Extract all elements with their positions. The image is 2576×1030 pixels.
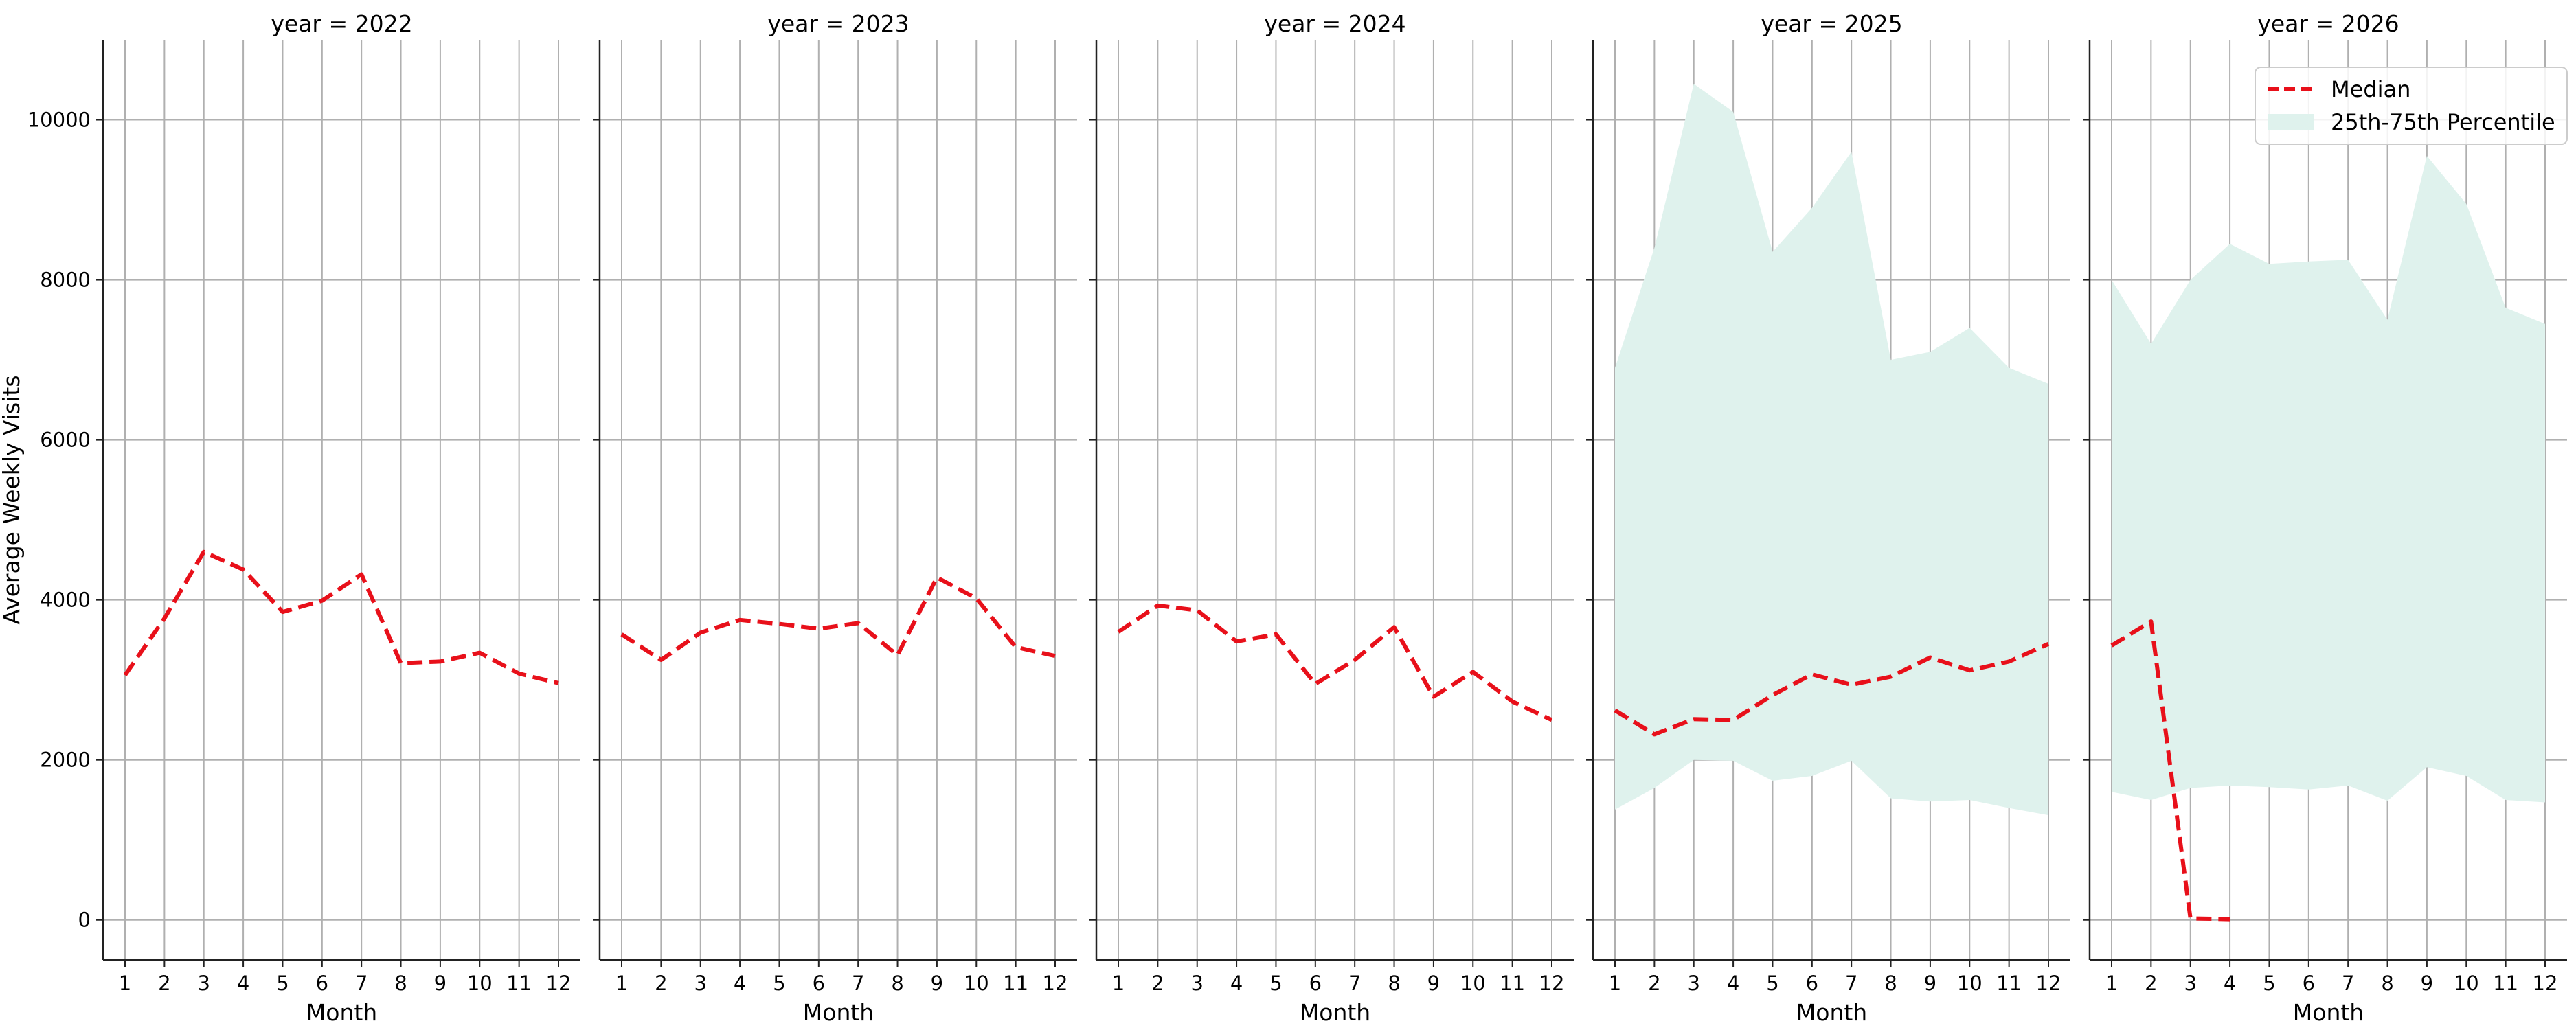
x-tick-label: 2: [158, 972, 170, 995]
x-tick-label: 6: [1806, 972, 1818, 995]
x-tick-label: 8: [2381, 972, 2393, 995]
median-line: [123, 549, 559, 685]
legend-median-label: Median: [2331, 76, 2410, 102]
x-tick-label: 2: [1151, 972, 1164, 995]
x-tick-label: 7: [1845, 972, 1857, 995]
x-tick-label: 5: [1766, 972, 1778, 995]
x-tick-label: 11: [1500, 972, 1525, 995]
x-tick-label: 9: [1427, 972, 1440, 995]
y-axis-label: Average Weekly Visits: [0, 375, 25, 624]
x-tick-label: 3: [694, 972, 707, 995]
x-tick-label: 7: [355, 972, 368, 995]
x-tick-label: 7: [2342, 972, 2354, 995]
x-tick-label: 6: [813, 972, 825, 995]
x-tick-label: 4: [2224, 972, 2236, 995]
median-line: [620, 575, 1056, 662]
panel-title: year = 2024: [1264, 10, 1405, 37]
y-tick-label: 8000: [40, 268, 91, 292]
x-axis-label: Month: [1796, 999, 1867, 1026]
x-tick-label: 1: [119, 972, 131, 995]
legend-band-swatch: [2268, 114, 2314, 130]
x-tick-label: 12: [2036, 972, 2061, 995]
y-tick-label: 4000: [40, 588, 91, 612]
x-tick-label: 1: [1112, 972, 1125, 995]
x-tick-label: 1: [1609, 972, 1621, 995]
panel-title: year = 2022: [271, 10, 412, 37]
x-tick-label: 4: [1727, 972, 1739, 995]
x-tick-label: 8: [891, 972, 903, 995]
x-tick-label: 2: [655, 972, 667, 995]
percentile-band: [1615, 84, 2048, 816]
x-tick-label: 6: [316, 972, 328, 995]
y-tick-label: 10000: [27, 108, 91, 132]
x-tick-label: 4: [237, 972, 249, 995]
percentile-band: [2112, 156, 2545, 803]
x-tick-label: 5: [2263, 972, 2275, 995]
median-line: [2110, 619, 2230, 922]
x-tick-label: 6: [1309, 972, 1322, 995]
x-tick-label: 4: [1230, 972, 1243, 995]
x-tick-label: 10: [1460, 972, 1486, 995]
x-tick-label: 12: [1539, 972, 1565, 995]
legend-band-label: 25th-75th Percentile: [2331, 109, 2555, 135]
legend-box: [2255, 67, 2568, 145]
x-tick-label: 8: [1884, 972, 1897, 995]
x-tick-label: 2: [2145, 972, 2157, 995]
x-tick-label: 5: [1269, 972, 1282, 995]
x-tick-label: 3: [1688, 972, 1700, 995]
panel-title: year = 2026: [2257, 10, 2399, 37]
x-tick-label: 10: [1957, 972, 1982, 995]
x-tick-label: 6: [2303, 972, 2315, 995]
x-tick-label: 3: [2184, 972, 2197, 995]
x-tick-label: 5: [773, 972, 785, 995]
x-axis-label: Month: [1300, 999, 1370, 1026]
x-tick-label: 8: [394, 972, 407, 995]
x-axis-label: Month: [803, 999, 874, 1026]
x-tick-label: 12: [2533, 972, 2558, 995]
x-tick-label: 4: [734, 972, 746, 995]
y-tick-label: 6000: [40, 428, 91, 452]
x-tick-label: 7: [1348, 972, 1361, 995]
x-tick-label: 1: [615, 972, 628, 995]
x-tick-label: 8: [1388, 972, 1400, 995]
x-tick-label: 9: [1924, 972, 1936, 995]
x-tick-label: 3: [198, 972, 210, 995]
x-tick-label: 9: [931, 972, 943, 995]
x-tick-label: 11: [506, 972, 532, 995]
x-tick-label: 5: [276, 972, 289, 995]
x-tick-label: 10: [2454, 972, 2479, 995]
x-tick-label: 12: [1043, 972, 1068, 995]
x-tick-label: 7: [852, 972, 864, 995]
x-tick-label: 9: [434, 972, 447, 995]
x-axis-label: Month: [306, 999, 377, 1026]
panel-title: year = 2025: [1761, 10, 1902, 37]
median-line: [1117, 603, 1553, 722]
x-axis-label: Month: [2293, 999, 2364, 1026]
x-tick-label: 10: [964, 972, 989, 995]
x-tick-label: 10: [467, 972, 493, 995]
x-tick-label: 11: [1003, 972, 1028, 995]
y-tick-label: 0: [78, 908, 91, 932]
x-tick-label: 11: [1996, 972, 2022, 995]
x-tick-label: 3: [1191, 972, 1204, 995]
x-tick-label: 1: [2105, 972, 2118, 995]
x-tick-label: 9: [2421, 972, 2433, 995]
panel-title: year = 2023: [767, 10, 909, 37]
x-tick-label: 11: [2493, 972, 2518, 995]
legend: Median 25th-75th Percentile: [2255, 67, 2568, 145]
x-tick-label: 2: [1648, 972, 1660, 995]
x-tick-label: 12: [546, 972, 572, 995]
y-tick-label: 2000: [40, 748, 91, 772]
